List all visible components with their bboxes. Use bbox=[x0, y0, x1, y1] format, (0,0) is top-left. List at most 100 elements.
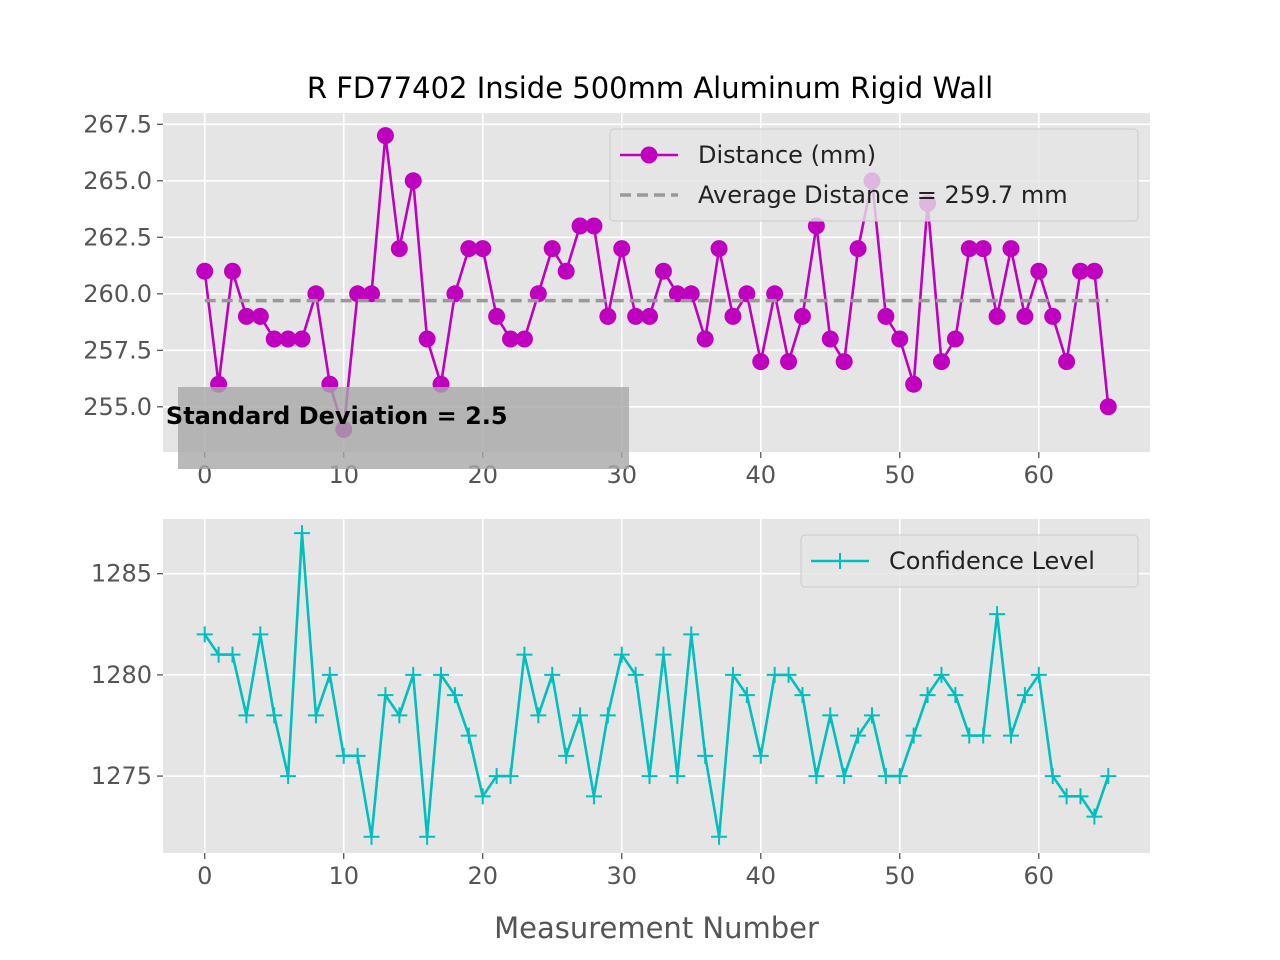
data-point bbox=[919, 687, 936, 704]
data-point bbox=[558, 747, 575, 764]
data-point bbox=[780, 666, 797, 683]
y-tick-label: 267.5 bbox=[83, 110, 152, 138]
annotation-text: Standard Deviation = 2.5 bbox=[166, 402, 508, 430]
annotation-box bbox=[178, 387, 629, 469]
legend-label: Distance (mm) bbox=[698, 141, 876, 169]
data-point bbox=[1099, 398, 1117, 416]
data-point bbox=[627, 307, 645, 325]
data-point bbox=[1085, 262, 1103, 280]
data-point bbox=[474, 240, 492, 258]
data-point bbox=[460, 240, 478, 258]
x-axis-label: Measurement Number bbox=[494, 911, 819, 945]
data-point bbox=[210, 646, 227, 663]
data-point bbox=[349, 285, 367, 303]
data-point bbox=[265, 330, 283, 348]
figure-title: R FD77402 Inside 500mm Aluminum Rigid Wa… bbox=[307, 71, 993, 105]
data-point bbox=[557, 262, 575, 280]
data-point bbox=[697, 747, 714, 764]
data-point bbox=[376, 127, 394, 145]
data-point bbox=[1044, 768, 1061, 785]
data-point bbox=[766, 285, 784, 303]
legend-box bbox=[609, 128, 1139, 222]
data-point bbox=[988, 307, 1006, 325]
data-point bbox=[238, 707, 255, 724]
data-point bbox=[724, 666, 741, 683]
distance-panel: 0 10 20 30 40 50 60255.0257.5260.0262.5265.026… bbox=[83, 110, 1150, 489]
data-point bbox=[321, 666, 338, 683]
data-point bbox=[404, 172, 422, 190]
data-point bbox=[849, 240, 867, 258]
data-point bbox=[488, 307, 506, 325]
data-point bbox=[474, 788, 491, 805]
data-point bbox=[391, 707, 408, 724]
data-point bbox=[891, 330, 909, 348]
data-point bbox=[224, 262, 242, 280]
legend-box bbox=[800, 534, 1139, 588]
data-point bbox=[794, 687, 811, 704]
data-point bbox=[1071, 262, 1089, 280]
data-point bbox=[599, 307, 617, 325]
x-tick-label: 0 bbox=[197, 862, 212, 890]
legend-label: Confidence Level bbox=[889, 547, 1095, 575]
data-point bbox=[196, 626, 213, 643]
data-point bbox=[390, 240, 408, 258]
y-tick-label: 1280 bbox=[91, 661, 152, 689]
data-point bbox=[683, 626, 700, 643]
data-point bbox=[877, 768, 894, 785]
data-point bbox=[446, 687, 463, 704]
data-point bbox=[836, 768, 853, 785]
data-point bbox=[279, 330, 297, 348]
data-point bbox=[488, 768, 505, 785]
data-point bbox=[627, 666, 644, 683]
data-point bbox=[280, 768, 297, 785]
data-point bbox=[1030, 666, 1047, 683]
data-point bbox=[793, 307, 811, 325]
data-point bbox=[654, 262, 672, 280]
data-point bbox=[738, 687, 755, 704]
data-point bbox=[975, 727, 992, 744]
x-tick-label: 30 bbox=[606, 862, 637, 890]
x-tick-label: 20 bbox=[467, 862, 498, 890]
y-tick-label: 1285 bbox=[91, 560, 152, 588]
x-tick-label: 40 bbox=[745, 461, 776, 489]
data-point bbox=[807, 217, 825, 235]
data-point bbox=[196, 262, 214, 280]
data-point bbox=[655, 646, 672, 663]
data-point bbox=[613, 240, 631, 258]
data-point bbox=[905, 727, 922, 744]
x-tick-label: 40 bbox=[745, 862, 776, 890]
y-tick-label: 1275 bbox=[91, 762, 152, 790]
data-point bbox=[377, 687, 394, 704]
legend-label: Average Distance = 259.7 mm bbox=[698, 181, 1068, 209]
data-point bbox=[752, 747, 769, 764]
data-point bbox=[710, 240, 728, 258]
data-point bbox=[1058, 353, 1076, 371]
data-point bbox=[989, 606, 1006, 623]
data-point bbox=[515, 330, 533, 348]
data-point bbox=[530, 707, 547, 724]
y-tick-label: 257.5 bbox=[83, 336, 152, 364]
data-point bbox=[572, 707, 589, 724]
data-point bbox=[237, 307, 255, 325]
y-tick-label: 260.0 bbox=[83, 280, 152, 308]
data-point bbox=[433, 666, 450, 683]
data-point bbox=[571, 217, 589, 235]
data-point bbox=[1058, 788, 1075, 805]
data-point bbox=[877, 307, 895, 325]
data-point bbox=[1016, 687, 1033, 704]
data-point bbox=[599, 707, 616, 724]
data-point bbox=[1016, 307, 1034, 325]
confidence-panel: 0 10 20 30 40 50 60 1275 1280 1285 Confidence Leve… bbox=[91, 519, 1150, 945]
data-point bbox=[808, 768, 825, 785]
y-tick-label: 262.5 bbox=[83, 223, 152, 251]
y-tick-label: 255.0 bbox=[83, 393, 152, 421]
data-point bbox=[1072, 788, 1089, 805]
data-point bbox=[780, 353, 798, 371]
data-point bbox=[363, 285, 381, 303]
data-point bbox=[641, 307, 659, 325]
data-point bbox=[335, 747, 352, 764]
data-point bbox=[835, 353, 853, 371]
x-tick-label: 50 bbox=[885, 461, 916, 489]
data-point bbox=[446, 285, 464, 303]
